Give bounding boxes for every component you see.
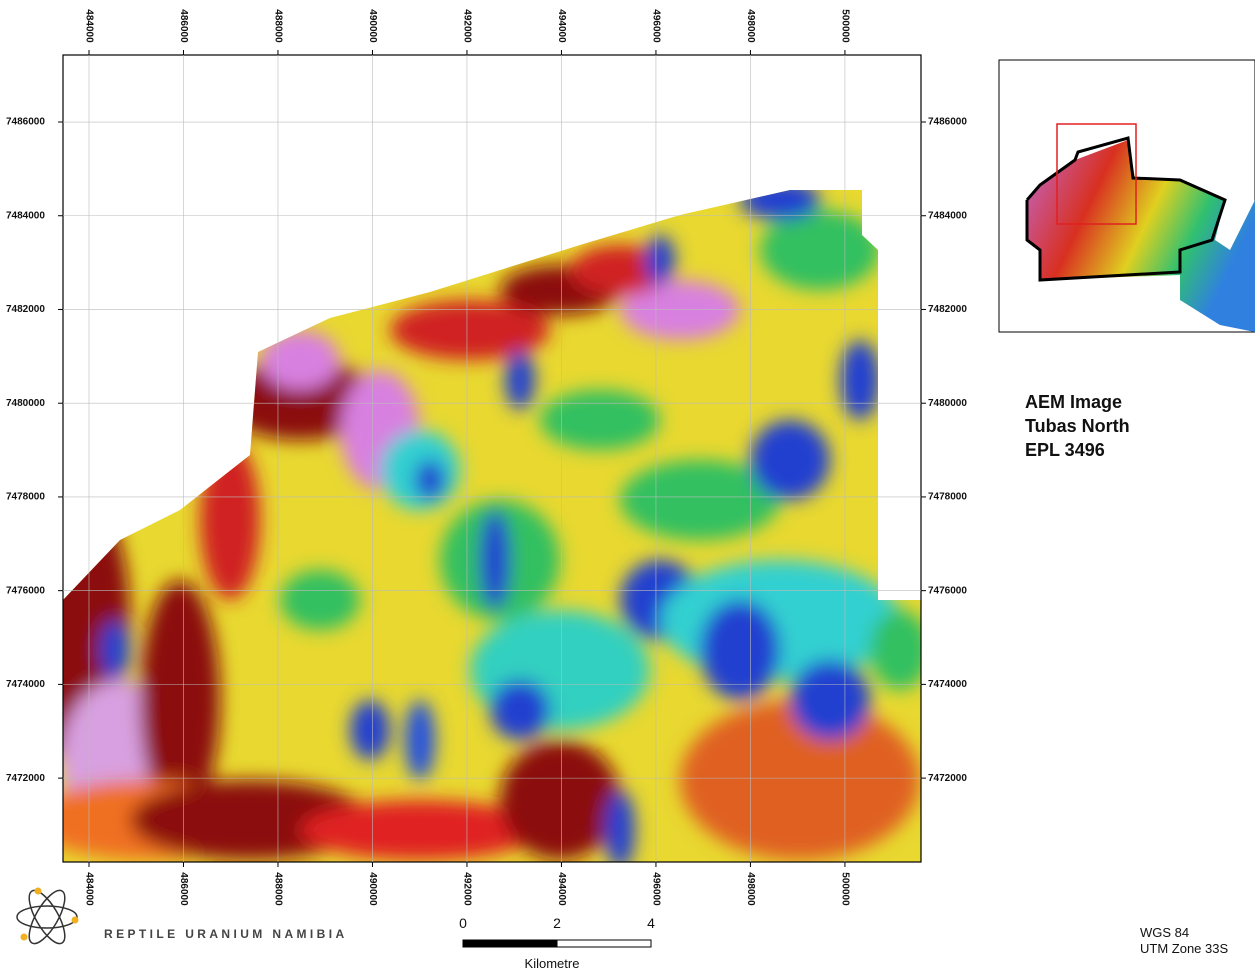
scale-segment xyxy=(557,940,651,947)
scale-unit: Kilometre xyxy=(525,956,580,971)
x-tick-label: 498000 xyxy=(745,9,756,43)
image-patch xyxy=(790,660,870,740)
y-tick-label: 7482000 xyxy=(928,304,967,315)
x-tick-label: 496000 xyxy=(650,872,661,906)
y-tick-label: 7484000 xyxy=(6,210,45,221)
y-tick-label: 7480000 xyxy=(928,398,967,409)
x-tick-label: 494000 xyxy=(556,872,567,906)
logo xyxy=(17,886,79,949)
image-patch xyxy=(480,510,510,610)
image-patch xyxy=(260,330,340,390)
image-patch xyxy=(415,460,445,500)
legend-title: Tubas North xyxy=(1025,416,1130,436)
x-tick-label: 490000 xyxy=(367,872,378,906)
image-patch xyxy=(280,570,360,630)
y-tick-label: 7478000 xyxy=(6,492,45,503)
y-tick-label: 7472000 xyxy=(928,773,967,784)
inset-map xyxy=(999,60,1255,332)
scale-label: 0 xyxy=(459,915,467,931)
company-name: REPTILE URANIUM NAMIBIA xyxy=(104,927,348,941)
x-tick-label: 500000 xyxy=(839,9,850,43)
x-tick-label: 484000 xyxy=(83,872,94,906)
x-tick-label: 488000 xyxy=(272,872,283,906)
y-tick-label: 7478000 xyxy=(928,492,967,503)
y-tick-label: 7484000 xyxy=(928,210,967,221)
y-tick-label: 7474000 xyxy=(928,679,967,690)
x-tick-label: 484000 xyxy=(83,9,94,43)
y-tick-label: 7486000 xyxy=(6,117,45,128)
y-tick-label: 7476000 xyxy=(928,585,967,596)
aem-image xyxy=(10,180,930,870)
image-patch xyxy=(605,790,635,870)
y-tick-label: 7472000 xyxy=(6,773,45,784)
page: 484000 484000 486000 486000 488000 488000 4900… xyxy=(0,0,1255,974)
projection: UTM Zone 33S xyxy=(1140,941,1228,956)
image-patch xyxy=(350,700,390,760)
image-patch xyxy=(740,180,820,220)
x-tick-label: 486000 xyxy=(178,872,189,906)
x-tick-label: 494000 xyxy=(556,9,567,43)
image-patch xyxy=(490,680,550,740)
x-tick-label: 496000 xyxy=(650,9,661,43)
x-tick-label: 486000 xyxy=(178,9,189,43)
x-tick-label: 492000 xyxy=(461,9,472,43)
image-patch xyxy=(750,420,830,500)
legend-title: EPL 3496 xyxy=(1025,440,1105,460)
image-patch xyxy=(200,440,260,600)
y-tick-label: 7480000 xyxy=(6,398,45,409)
x-tick-label: 490000 xyxy=(367,9,378,43)
image-patch xyxy=(100,620,130,680)
x-tick-label: 492000 xyxy=(461,872,472,906)
y-tick-label: 7486000 xyxy=(928,117,967,128)
x-tick-label: 500000 xyxy=(839,872,850,906)
y-tick-label: 7474000 xyxy=(6,679,45,690)
image-patch xyxy=(645,235,675,285)
image-patch xyxy=(540,390,660,450)
scale-segment xyxy=(463,940,557,947)
y-tick-label: 7482000 xyxy=(6,304,45,315)
image-patch xyxy=(840,340,880,420)
y-tick-label: 7476000 xyxy=(6,585,45,596)
legend-title: AEM Image xyxy=(1025,392,1122,412)
projection: WGS 84 xyxy=(1140,925,1189,940)
x-tick-label: 498000 xyxy=(745,872,756,906)
scale-label: 4 xyxy=(647,915,655,931)
image-patch xyxy=(660,560,900,680)
scale-label: 2 xyxy=(553,915,561,931)
image-patch xyxy=(505,350,535,410)
image-patch xyxy=(500,740,620,860)
image-patch xyxy=(405,700,435,780)
x-tick-label: 488000 xyxy=(272,9,283,43)
image-patch xyxy=(760,210,880,290)
image-patch xyxy=(700,600,780,700)
